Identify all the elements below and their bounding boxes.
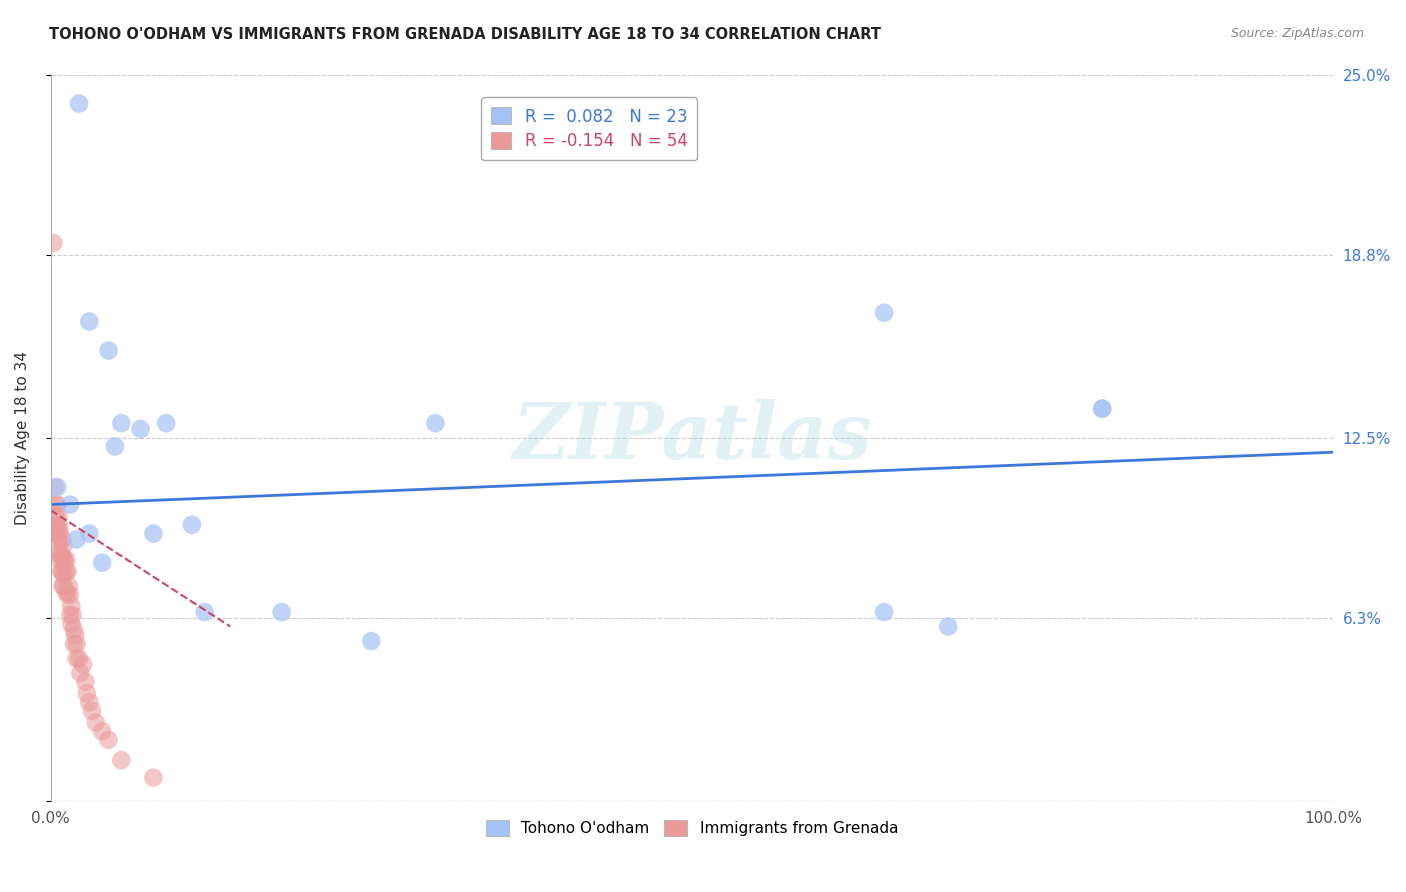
Point [873,306,896,320]
Point [79,695,101,709]
Point [65,651,87,665]
Point [194,605,217,619]
Point [58,579,80,593]
Point [48,547,70,561]
Point [59,607,82,622]
Point [79,314,101,328]
Point [60,599,83,614]
Point [69,666,91,681]
Point [63,628,86,642]
Point [45,498,67,512]
Point [142,771,165,785]
Point [91,724,114,739]
Point [48,526,70,541]
Point [51,579,73,593]
Point [873,605,896,619]
Point [80,704,103,718]
Point [49,547,72,561]
Point [44,480,66,494]
Point [49,565,72,579]
Point [1091,401,1114,416]
Point [52,579,75,593]
Point [97,343,120,358]
Point [44,517,66,532]
Point [104,439,127,453]
Point [425,416,447,430]
Point [59,588,82,602]
Point [67,96,90,111]
Point [155,416,177,430]
Point [42,235,65,250]
Point [52,552,75,566]
Point [48,509,70,524]
Point [65,637,87,651]
Point [52,538,75,552]
Point [51,549,73,564]
Point [360,634,382,648]
Point [84,715,107,730]
Point [110,416,132,430]
Point [91,556,114,570]
Point [46,480,69,494]
Point [51,565,73,579]
Point [56,565,79,579]
Point [65,533,87,547]
Point [936,619,959,633]
Point [52,567,75,582]
Text: ZIPatlas: ZIPatlas [512,400,872,476]
Text: Source: ZipAtlas.com: Source: ZipAtlas.com [1230,27,1364,40]
Point [62,607,84,622]
Point [142,526,165,541]
Point [55,565,77,579]
Point [180,517,202,532]
Point [79,526,101,541]
Point [97,732,120,747]
Y-axis label: Disability Age 18 to 34: Disability Age 18 to 34 [15,351,30,524]
Point [63,623,86,637]
Point [49,524,72,538]
Point [49,535,72,549]
Point [45,509,67,524]
Point [51,533,73,547]
Point [72,657,94,672]
Point [46,521,69,535]
Point [270,605,292,619]
Point [63,637,86,651]
Point [76,686,98,700]
Point [49,533,72,547]
Point [49,552,72,566]
Point [110,753,132,767]
Point [46,498,69,512]
Legend: Tohono O'odham, Immigrants from Grenada: Tohono O'odham, Immigrants from Grenada [478,813,905,844]
Point [55,552,77,566]
Point [48,517,70,532]
Point [53,556,76,570]
Point [1091,401,1114,416]
Point [56,588,79,602]
Point [129,422,152,436]
Point [55,584,77,599]
Point [59,498,82,512]
Point [75,674,97,689]
Point [60,616,83,631]
Text: TOHONO O'ODHAM VS IMMIGRANTS FROM GRENADA DISABILITY AGE 18 TO 34 CORRELATION CH: TOHONO O'ODHAM VS IMMIGRANTS FROM GRENAD… [49,27,882,42]
Point [67,651,90,665]
